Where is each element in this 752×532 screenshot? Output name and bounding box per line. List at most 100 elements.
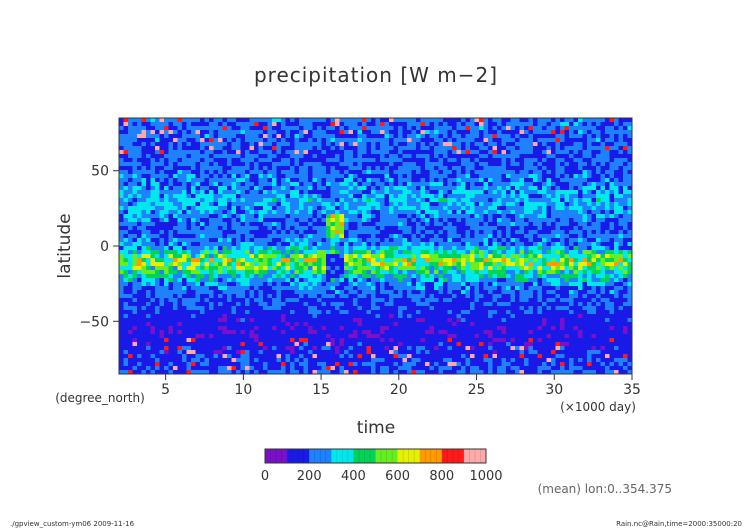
- heatmap-cell: [231, 138, 237, 143]
- heatmap-cell: [461, 258, 466, 263]
- heatmap-cell: [209, 258, 214, 263]
- heatmap-cell: [186, 198, 192, 203]
- heatmap-cell: [182, 334, 187, 339]
- heatmap-cell: [420, 306, 426, 311]
- heatmap-cell: [321, 138, 327, 143]
- heatmap-cell: [258, 258, 264, 263]
- heatmap-cell: [461, 314, 466, 319]
- heatmap-cell: [461, 334, 466, 339]
- heatmap-cell: [317, 270, 322, 275]
- heatmap-cell: [393, 278, 399, 283]
- heatmap-cell: [218, 118, 223, 123]
- heatmap-cell: [132, 302, 138, 307]
- heatmap-cell: [195, 222, 201, 227]
- heatmap-cell: [137, 370, 142, 375]
- heatmap-cell: [281, 122, 286, 127]
- heatmap-cell: [249, 282, 255, 287]
- heatmap-cell: [384, 130, 390, 135]
- heatmap-cell: [411, 134, 417, 139]
- heatmap-cell: [452, 350, 457, 355]
- heatmap-cell: [137, 122, 142, 127]
- heatmap-cell: [326, 334, 331, 339]
- heatmap-cell: [177, 198, 183, 203]
- heatmap-cell: [290, 254, 295, 259]
- heatmap-cell: [434, 170, 439, 175]
- heatmap-cell: [429, 286, 435, 291]
- heatmap-cell: [344, 338, 349, 343]
- heatmap-cell: [362, 338, 367, 343]
- heatmap-cell: [164, 354, 169, 359]
- heatmap-cell: [416, 322, 421, 327]
- heatmap-cell: [294, 186, 300, 191]
- heatmap-cell: [128, 338, 133, 343]
- heatmap-cell: [245, 150, 250, 155]
- heatmap-cell: [465, 206, 471, 211]
- heatmap-cell: [371, 166, 376, 171]
- heatmap-cell: [168, 174, 174, 179]
- heatmap-cell: [461, 182, 466, 187]
- heatmap-cell: [128, 126, 133, 131]
- heatmap-cell: [393, 250, 399, 255]
- heatmap-cell: [452, 246, 457, 251]
- heatmap-cell: [195, 274, 201, 279]
- heatmap-cell: [263, 238, 268, 243]
- heatmap-cell: [182, 194, 187, 199]
- heatmap-cell: [137, 142, 142, 147]
- heatmap-cell: [357, 194, 363, 199]
- heatmap-cell: [258, 286, 264, 291]
- heatmap-cell: [155, 218, 160, 223]
- heatmap-cell: [141, 278, 147, 283]
- heatmap-cell: [186, 306, 192, 311]
- heatmap-cell: [173, 266, 178, 271]
- heatmap-cell: [470, 126, 475, 131]
- heatmap-cell: [164, 358, 169, 363]
- heatmap-cell: [420, 170, 426, 175]
- heatmap-cell: [362, 250, 367, 255]
- heatmap-cell: [204, 270, 210, 275]
- heatmap-cell: [290, 354, 295, 359]
- heatmap-cell: [335, 274, 340, 279]
- heatmap-cell: [146, 158, 151, 163]
- heatmap-cell: [335, 174, 340, 179]
- heatmap-cell: [258, 314, 264, 319]
- heatmap-cell: [371, 338, 376, 343]
- heatmap-cell: [272, 218, 277, 223]
- heatmap-cell: [366, 278, 372, 283]
- heatmap-cell: [128, 250, 133, 255]
- heatmap-cell: [335, 222, 340, 227]
- heatmap-cell: [231, 154, 237, 159]
- heatmap-cell: [407, 258, 412, 263]
- heatmap-cell: [258, 190, 264, 195]
- heatmap-cell: [254, 334, 259, 339]
- heatmap-cell: [227, 334, 232, 339]
- heatmap-cell: [249, 242, 255, 247]
- heatmap-cell: [330, 186, 336, 191]
- heatmap-cell: [461, 194, 466, 199]
- heatmap-cell: [281, 246, 286, 251]
- heatmap-cell: [384, 246, 390, 251]
- heatmap-cell: [222, 370, 228, 375]
- heatmap-cell: [321, 118, 327, 123]
- heatmap-cell: [155, 342, 160, 347]
- heatmap-cell: [173, 298, 178, 303]
- heatmap-cell: [438, 334, 444, 339]
- heatmap-cell: [258, 210, 264, 215]
- heatmap-cell: [362, 350, 367, 355]
- heatmap-cell: [366, 330, 372, 335]
- heatmap-cell: [402, 358, 408, 363]
- heatmap-cell: [272, 342, 277, 347]
- heatmap-cell: [267, 274, 273, 279]
- heatmap-cell: [438, 126, 444, 131]
- heatmap-cell: [407, 346, 412, 351]
- heatmap-cell: [204, 322, 210, 327]
- heatmap-cell: [434, 318, 439, 323]
- heatmap-cell: [317, 158, 322, 163]
- heatmap-cell: [335, 322, 340, 327]
- heatmap-cell: [164, 254, 169, 259]
- heatmap-cell: [456, 130, 462, 135]
- heatmap-cell: [299, 330, 304, 335]
- heatmap-cell: [263, 294, 268, 299]
- heatmap-cell: [330, 322, 336, 327]
- heatmap-cell: [407, 190, 412, 195]
- heatmap-cell: [132, 266, 138, 271]
